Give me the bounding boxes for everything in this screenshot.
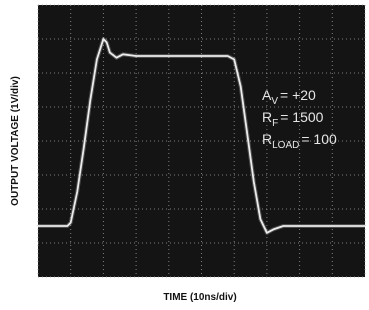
y-axis-label: OUTPUT VOLTAGE (1V/div)	[10, 76, 21, 206]
annotation-value: = +20	[280, 87, 316, 103]
annotation-value: = 1500	[280, 109, 323, 125]
page: TIME (10ns/div) OUTPUT VOLTAGE (1V/div) …	[0, 0, 369, 310]
chart: TIME (10ns/div) OUTPUT VOLTAGE (1V/div) …	[0, 0, 369, 310]
annotation-value: = 100	[301, 131, 337, 147]
annotation-symbol: R	[262, 109, 272, 125]
x-axis-label: TIME (10ns/div)	[163, 292, 236, 303]
annotation-subscript: F	[272, 118, 278, 129]
annotation-subscript: V	[271, 96, 278, 107]
annotation-symbol: R	[262, 131, 272, 147]
annotation-subscript: LOAD	[272, 140, 299, 151]
